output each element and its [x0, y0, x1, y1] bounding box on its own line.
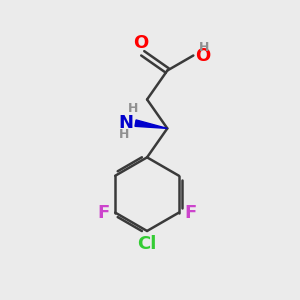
Text: O: O [134, 34, 149, 52]
Text: Cl: Cl [137, 235, 157, 253]
Text: H: H [128, 102, 138, 115]
Text: N: N [118, 114, 133, 132]
Polygon shape [135, 120, 167, 128]
Text: H: H [119, 128, 130, 141]
Text: F: F [98, 204, 110, 222]
Text: F: F [184, 204, 196, 222]
Text: H: H [199, 41, 210, 54]
Text: O: O [195, 46, 210, 64]
